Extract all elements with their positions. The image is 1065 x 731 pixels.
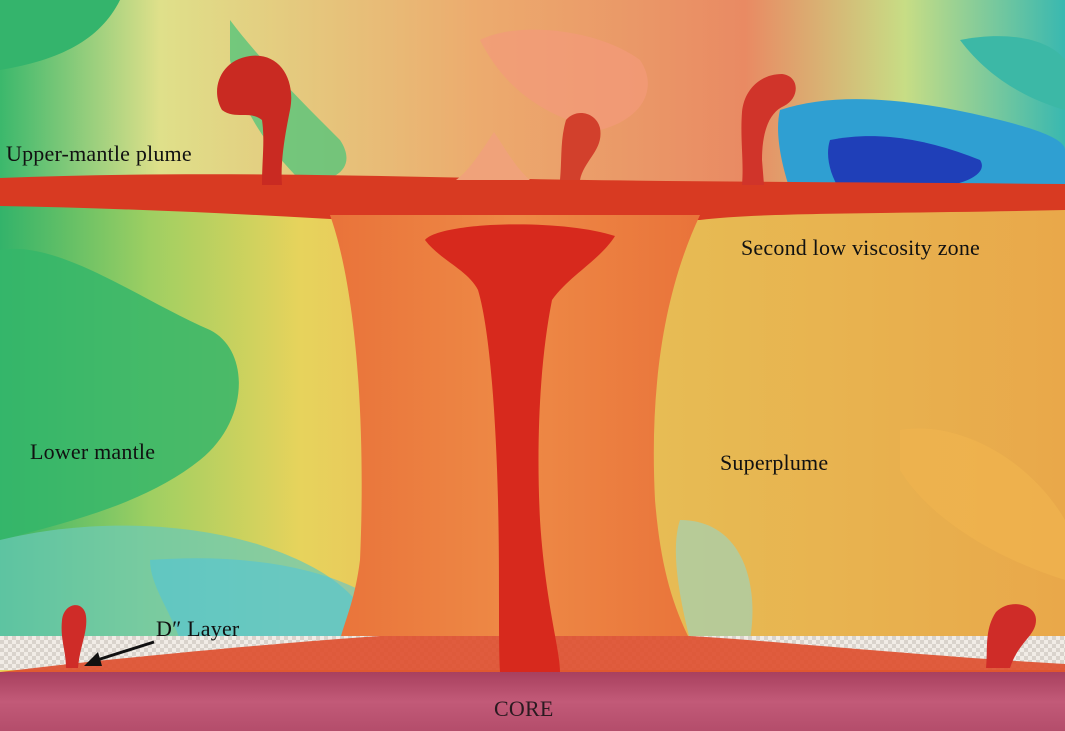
d-layer-small-plume-left — [61, 605, 87, 668]
label-superplume: Superplume — [720, 450, 829, 475]
blue-patch-bottom-left — [150, 558, 377, 640]
label-upper-mantle-plume: Upper-mantle plume — [6, 141, 192, 166]
central-plume — [425, 224, 615, 672]
second-low-viscosity-layer — [0, 174, 1065, 222]
upper-mantle-peak — [456, 132, 530, 180]
label-second-low-viscosity-zone: Second low viscosity zone — [741, 235, 981, 260]
label-core: CORE — [494, 696, 554, 721]
d-layer-arrow-head — [84, 652, 102, 666]
label-lower-mantle: Lower mantle — [30, 439, 156, 464]
upper-mantle-plume-center — [560, 113, 601, 180]
orange-patch-right — [900, 428, 1065, 580]
d-layer-arrow-line — [93, 640, 155, 663]
upper-mantle-plume-right — [741, 74, 796, 185]
d-layer-small-plume-right — [986, 604, 1036, 668]
upper-right-deep-blue — [828, 136, 982, 190]
core-layer — [0, 672, 1065, 731]
cyan-patch-right — [675, 520, 753, 640]
green-patch — [0, 248, 239, 540]
upper-mantle-plume-left — [217, 55, 292, 185]
upper-pink-zone — [480, 29, 648, 130]
label-d-layer: D″ Layer — [156, 616, 240, 641]
upper-left-green — [0, 0, 120, 70]
upper-right-teal — [960, 36, 1065, 110]
